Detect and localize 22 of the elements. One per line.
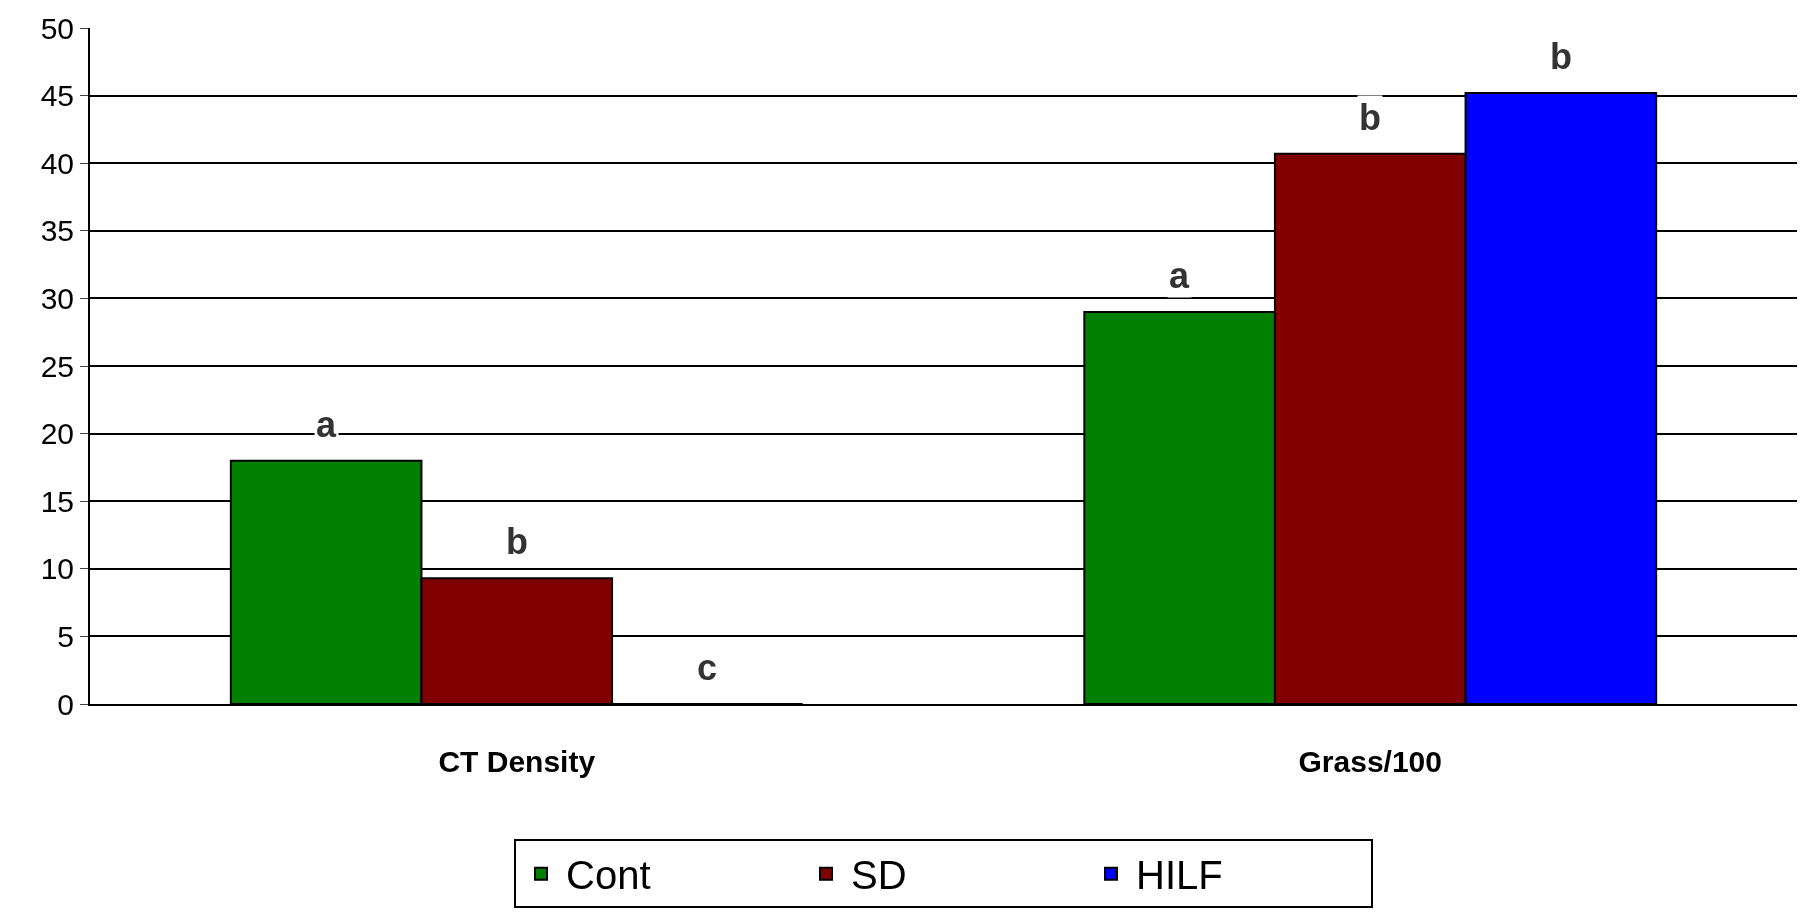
y-tick-label: 50 — [40, 11, 74, 45]
x-tick-label: Grass/100 — [1298, 745, 1442, 778]
y-tick-label: 20 — [40, 417, 74, 451]
y-tick-label: 30 — [40, 281, 74, 315]
y-tick-label: 25 — [40, 349, 74, 383]
annotation: b — [1550, 36, 1572, 77]
legend-label: Cont — [566, 853, 651, 898]
y-tick-label: 10 — [40, 552, 74, 586]
annotation: a — [316, 404, 337, 445]
annotation: b — [1359, 97, 1381, 138]
x-tick-label: CT Density — [438, 745, 596, 778]
annotation: b — [506, 521, 528, 562]
y-tick-label: 45 — [40, 79, 74, 113]
annotation: c — [697, 647, 718, 688]
annotation: a — [1169, 255, 1190, 296]
y-tick-label: 0 — [57, 687, 74, 721]
y-tick-label: 40 — [40, 146, 74, 180]
y-tick-label: 15 — [40, 484, 74, 518]
legend-label: HILF — [1136, 853, 1223, 898]
legend-label: SD — [851, 853, 907, 898]
y-tick-label: 5 — [57, 619, 74, 653]
y-tick-label: 35 — [40, 214, 74, 248]
